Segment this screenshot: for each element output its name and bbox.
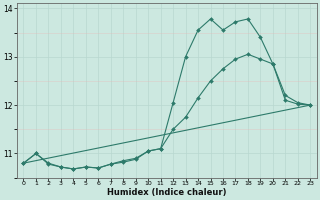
X-axis label: Humidex (Indice chaleur): Humidex (Indice chaleur) — [107, 188, 227, 197]
